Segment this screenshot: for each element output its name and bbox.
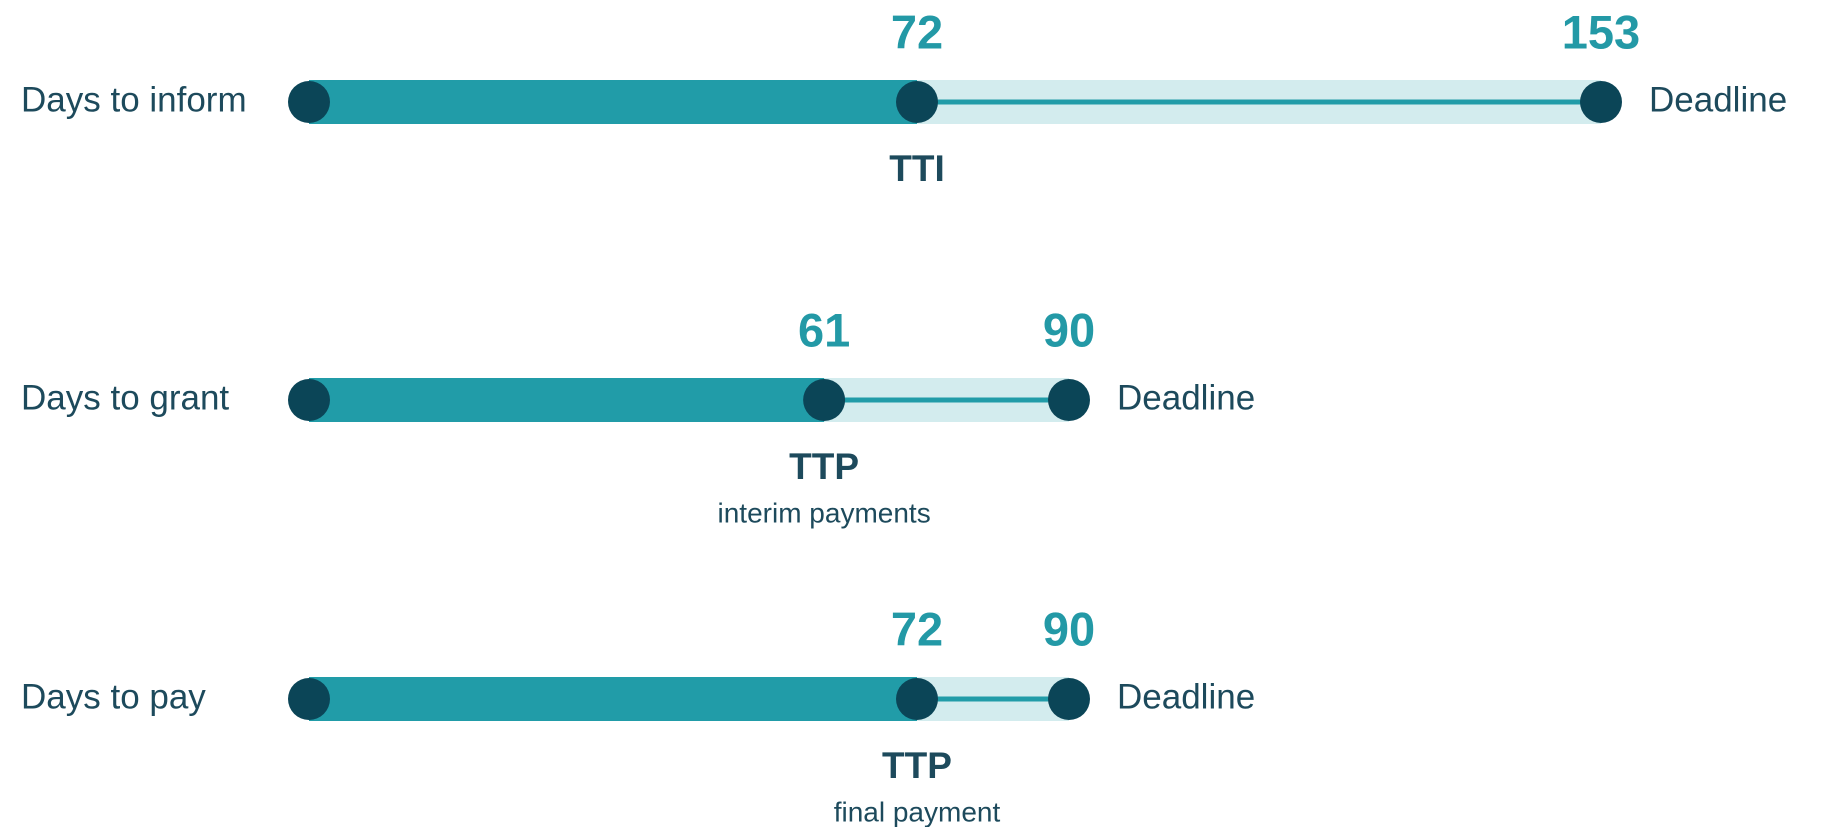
value-label: 72: [891, 602, 943, 655]
marker-label: TTP: [882, 745, 952, 786]
start-dot: [288, 678, 330, 720]
start-dot: [288, 81, 330, 123]
value-bar: [309, 80, 917, 124]
target-label: Deadline: [1117, 677, 1255, 716]
value-label: 61: [798, 303, 850, 356]
target-label: Deadline: [1117, 378, 1255, 417]
value-bar: [309, 378, 825, 422]
row-label: Days to pay: [21, 677, 206, 716]
target-dot: [1048, 379, 1090, 421]
target-dot: [1580, 81, 1622, 123]
target-value-label: 90: [1043, 303, 1095, 356]
value-bar: [309, 677, 917, 721]
value-dot: [803, 379, 846, 421]
target-dot: [1048, 678, 1090, 720]
row-label: Days to grant: [21, 378, 229, 417]
target-value-label: 153: [1562, 5, 1640, 58]
value-dot: [896, 81, 938, 123]
value-dot: [896, 678, 938, 720]
marker-sublabel: final payment: [834, 796, 1001, 827]
target-value-label: 90: [1043, 602, 1095, 655]
marker-label: TTI: [889, 148, 944, 189]
value-label: 72: [891, 5, 943, 58]
start-dot: [288, 379, 330, 421]
row-label: Days to inform: [21, 80, 247, 119]
marker-label: TTP: [789, 446, 859, 487]
target-label: Deadline: [1649, 80, 1787, 119]
marker-sublabel: interim payments: [718, 497, 931, 528]
